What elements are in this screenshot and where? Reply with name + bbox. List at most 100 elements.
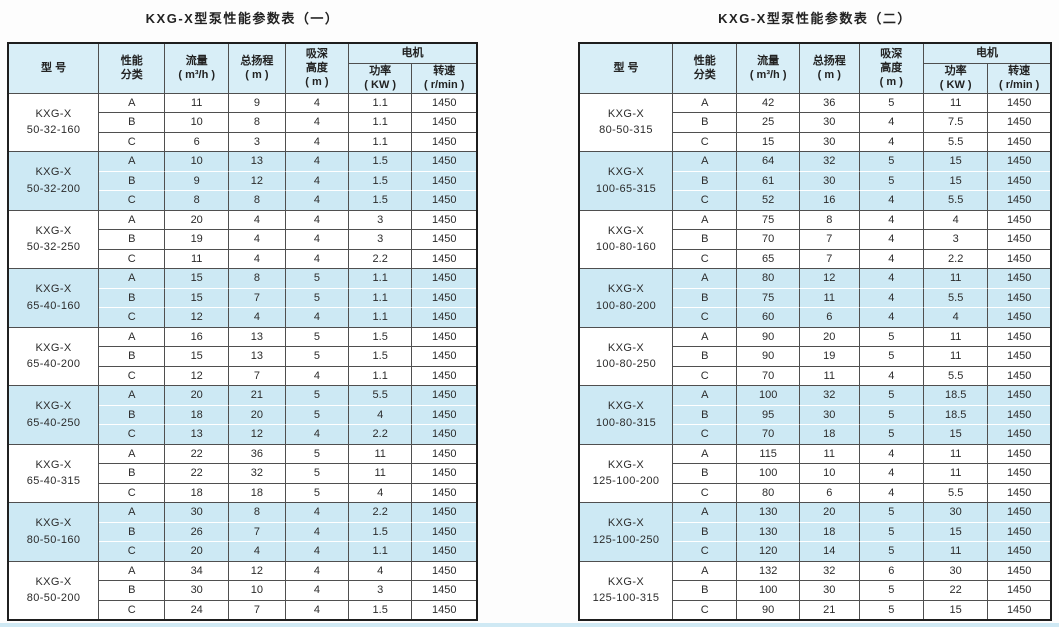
- flow-cell: 30: [165, 503, 229, 523]
- head-cell: 8: [799, 210, 860, 231]
- model-cell: KXG-X 65-40-315: [9, 444, 100, 504]
- power-cell: 3: [348, 581, 413, 601]
- flow-cell: 8: [165, 191, 229, 211]
- power-cell: 5.5: [923, 366, 989, 387]
- flow-cell: 15: [165, 288, 229, 309]
- power-cell: 1.1: [348, 308, 413, 328]
- class-cell: A: [673, 561, 738, 582]
- power-cell: 3: [923, 230, 989, 250]
- speed-cell: 1450: [988, 288, 1050, 309]
- suction-cell: 4: [285, 581, 349, 601]
- flow-cell: 130: [737, 522, 800, 543]
- table-row: B 100 10 4 11 1450: [580, 464, 1050, 484]
- speed-cell: 1450: [988, 230, 1050, 250]
- flow-cell: 11: [165, 249, 229, 270]
- table-row: KXG-X 100-65-315 A 64 32 5 15 1450: [580, 152, 1050, 211]
- power-cell: 11: [923, 347, 989, 367]
- class-cell: A: [99, 386, 166, 406]
- model-cell: KXG-X 50-32-160: [9, 93, 100, 153]
- power-cell: 18.5: [923, 405, 989, 426]
- suction-cell: 5: [285, 269, 349, 289]
- head-cell: 16: [799, 191, 860, 211]
- table-row: B 75 11 4 5.5 1450: [580, 288, 1050, 309]
- table-row: KXG-X 65-40-315 A 22 36 5 11 1450: [9, 444, 476, 504]
- flow-cell: 65: [737, 249, 800, 270]
- table-row: C 8 8 4 1.5 1450: [9, 191, 476, 211]
- power-cell: 18.5: [923, 386, 989, 406]
- speed-cell: 1450: [988, 484, 1050, 504]
- power-cell: 11: [923, 542, 989, 562]
- power-cell: 11: [923, 269, 989, 289]
- class-cell: A: [673, 327, 738, 348]
- speed-cell: 1450: [412, 542, 476, 562]
- head-cell: 4: [228, 542, 286, 562]
- speed-cell: 1450: [412, 425, 476, 445]
- flow-cell: 80: [737, 269, 800, 289]
- suction-cell: 4: [285, 249, 349, 270]
- speed-cell: 1450: [988, 445, 1050, 465]
- head-cell: 13: [228, 327, 286, 348]
- head-cell: 7: [799, 249, 860, 270]
- speed-cell: 1450: [988, 211, 1050, 231]
- suction-cell: 4: [286, 600, 349, 620]
- suction-cell: 4: [285, 425, 349, 445]
- table-row: C 20 4 4 1.1 1450: [9, 542, 476, 562]
- suction-cell: 5: [859, 503, 924, 523]
- flow-cell: 13: [165, 425, 229, 445]
- class-cell: C: [99, 249, 166, 270]
- flow-cell: 11: [165, 93, 229, 114]
- head-cell: 36: [228, 444, 286, 465]
- flow-cell: 80: [737, 483, 800, 504]
- speed-cell: 1450: [988, 133, 1050, 153]
- suction-cell: 4: [285, 113, 349, 133]
- flow-cell: 20: [165, 542, 229, 562]
- head-cell: 7: [228, 522, 286, 543]
- power-cell: 2.2: [348, 249, 413, 270]
- head-cell: 32: [799, 561, 860, 582]
- speed-cell: 1450: [988, 269, 1050, 289]
- flow-cell: 18: [165, 483, 229, 504]
- head-cell: 10: [228, 581, 286, 601]
- suction-cell: 4: [859, 288, 924, 309]
- table-row: C 120 14 5 11 1450: [580, 542, 1050, 562]
- model-cell: KXG-X 125-100-315: [580, 561, 674, 620]
- table-row: C 70 11 4 5.5 1450: [580, 366, 1050, 387]
- table-row: C 11 4 4 2.2 1450: [9, 249, 476, 270]
- class-cell: C: [673, 191, 738, 211]
- power-cell: 11: [923, 93, 989, 114]
- table-row: B 15 13 5 1.5 1450: [9, 347, 476, 367]
- power-cell: 15: [923, 171, 989, 192]
- speed-cell: 1450: [412, 367, 476, 387]
- speed-cell: 1450: [412, 347, 476, 367]
- head-cell: 12: [228, 171, 286, 192]
- table-row: C 60 6 4 4 1450: [580, 308, 1050, 328]
- speed-cell: 1450: [988, 464, 1050, 484]
- power-cell: 15: [923, 425, 989, 445]
- table-row: KXG-X 100-80-250 A 90 20 5 11 1450: [580, 327, 1050, 387]
- suction-cell: 4: [285, 132, 349, 153]
- table-row: C 12 7 4 1.1 1450: [9, 366, 476, 387]
- class-cell: C: [673, 483, 738, 504]
- bottom-strip: [0, 623, 1059, 627]
- flow-cell: 12: [165, 308, 229, 328]
- speed-cell: 1450: [412, 171, 476, 192]
- class-cell: B: [673, 171, 738, 192]
- class-cell: B: [673, 522, 738, 543]
- speed-cell: 1450: [988, 94, 1050, 114]
- flow-cell: 132: [737, 561, 800, 582]
- table-row: C 15 30 4 5.5 1450: [580, 132, 1050, 153]
- table-row: KXG-X 125-100-250 A 130 20 5 30 1450: [580, 503, 1050, 562]
- suction-cell: 4: [859, 249, 924, 270]
- suction-cell: 4: [285, 152, 349, 172]
- head-cell: 32: [228, 464, 286, 484]
- table-title-two: KXG-X型泵性能参数表（二）: [718, 11, 912, 26]
- flow-cell: 130: [737, 503, 800, 523]
- speed-cell: 1450: [988, 171, 1050, 192]
- speed-cell: 1450: [412, 94, 476, 114]
- class-cell: C: [673, 600, 738, 620]
- suction-cell: 4: [859, 191, 924, 211]
- speed-cell: 1450: [412, 405, 476, 426]
- power-cell: 1.1: [348, 132, 413, 153]
- flow-cell: 42: [737, 93, 800, 114]
